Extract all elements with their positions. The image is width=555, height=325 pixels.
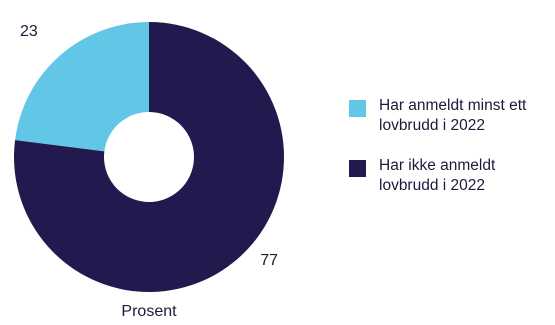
legend-item-reported: Har anmeldt minst ett lovbrudd i 2022 [349,96,553,136]
legend: Har anmeldt minst ett lovbrudd i 2022 Ha… [349,96,553,216]
slice-0 [15,22,150,152]
data-label-1: 77 [260,252,278,269]
donut-slices [14,22,285,292]
legend-swatch-not-reported [349,160,366,177]
legend-label-reported: Har anmeldt minst ett lovbrudd i 2022 [379,97,527,134]
data-label-0: 23 [20,23,38,40]
legend-swatch-reported [349,100,366,117]
legend-label-not-reported: Har ikke anmeldt lovbrudd i 2022 [379,157,496,194]
legend-item-not-reported: Har ikke anmeldt lovbrudd i 2022 [349,156,553,196]
x-axis-label: Prosent [121,303,177,320]
slice-1 [14,22,285,292]
data-labels: 23 77 [20,23,278,269]
